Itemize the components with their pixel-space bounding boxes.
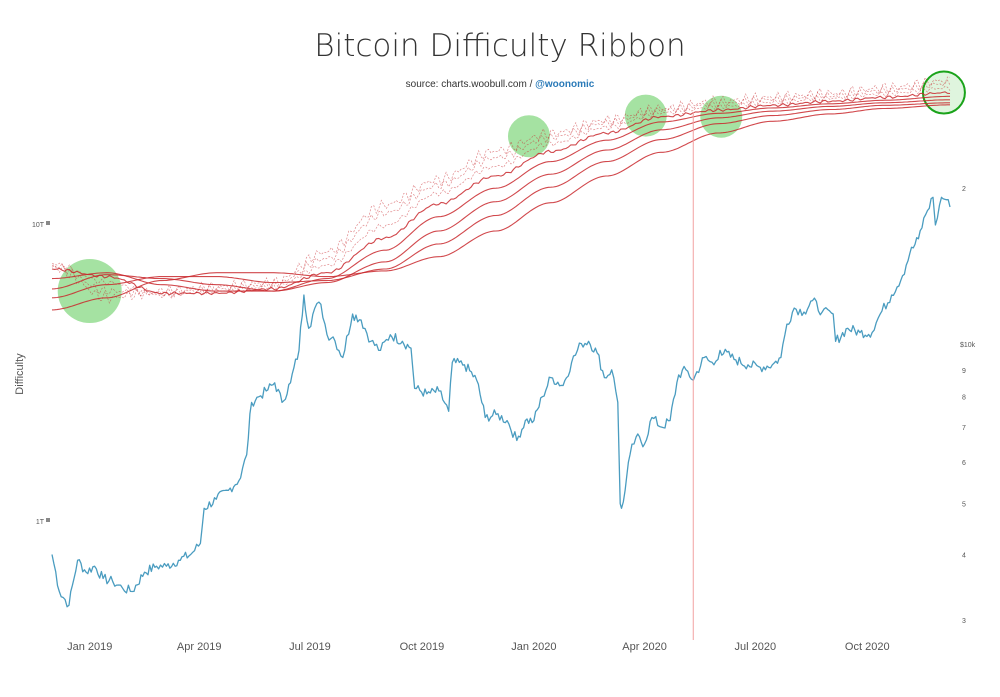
y-right-unit-label: $10k xyxy=(960,342,976,349)
y-right-tick-label: 7 xyxy=(962,425,966,432)
ribbon-line-ma-9 xyxy=(51,76,951,304)
highlight-circle-2 xyxy=(624,94,667,137)
ribbon-line-ma-25 xyxy=(51,85,951,299)
y-axis-right: 2 9 8 7 6 5 4 3 $10k xyxy=(960,186,976,625)
chart-title: Bitcoin Difficulty Ribbon xyxy=(314,28,686,64)
price-series xyxy=(51,196,951,608)
y-axis-left: 1T 10T xyxy=(32,221,50,526)
highlight-circle-1 xyxy=(507,115,550,158)
y-right-tick-label: 9 xyxy=(962,368,966,375)
y-right-tick-label: 3 xyxy=(962,618,966,625)
ribbon-line-ma-60 xyxy=(51,95,950,292)
difficulty-ribbon xyxy=(51,76,951,311)
ribbon-line-ma-200 xyxy=(51,104,950,311)
y-right-tick-label: 5 xyxy=(962,502,966,509)
x-tick-label: Jul 2019 xyxy=(289,641,331,653)
x-axis: Jan 2019 Apr 2019 Jul 2019 Oct 2019 Jan 2020… xyxy=(67,641,889,653)
y-right-tick-label: 8 xyxy=(962,395,966,402)
y-left-tick-mark xyxy=(46,518,50,522)
y-left-tick-label: 1T xyxy=(36,519,45,526)
chart-subtitle: source: charts.woobull.com / @woonomic xyxy=(0,79,1000,90)
price-line xyxy=(51,196,951,608)
x-tick-label: Apr 2019 xyxy=(177,641,222,653)
ribbon-line-ma-90 xyxy=(51,99,950,292)
x-tick-label: Jul 2020 xyxy=(735,641,777,653)
ribbon-line-ma-40 xyxy=(51,91,951,296)
x-tick-label: Oct 2020 xyxy=(845,641,890,653)
ribbon-line-ma-128 xyxy=(51,102,950,299)
subtitle-source: source: charts.woobull.com / xyxy=(405,79,536,90)
y-left-tick-label: 10T xyxy=(32,222,45,229)
ribbon-line-ma-14 xyxy=(51,79,951,298)
x-tick-label: Apr 2020 xyxy=(622,641,667,653)
y-right-tick-label: 2 xyxy=(962,186,966,193)
highlight-circle-0 xyxy=(57,259,122,324)
y-right-tick-label: 6 xyxy=(962,460,966,467)
y-right-tick-label: 4 xyxy=(962,552,966,559)
x-tick-label: Oct 2019 xyxy=(400,641,445,653)
twitter-handle-link[interactable]: @woonomic xyxy=(535,79,595,90)
x-tick-label: Jan 2019 xyxy=(67,641,112,653)
y-axis-label: Difficulty xyxy=(14,353,26,395)
x-tick-label: Jan 2020 xyxy=(511,641,556,653)
y-left-tick-mark xyxy=(46,221,50,225)
